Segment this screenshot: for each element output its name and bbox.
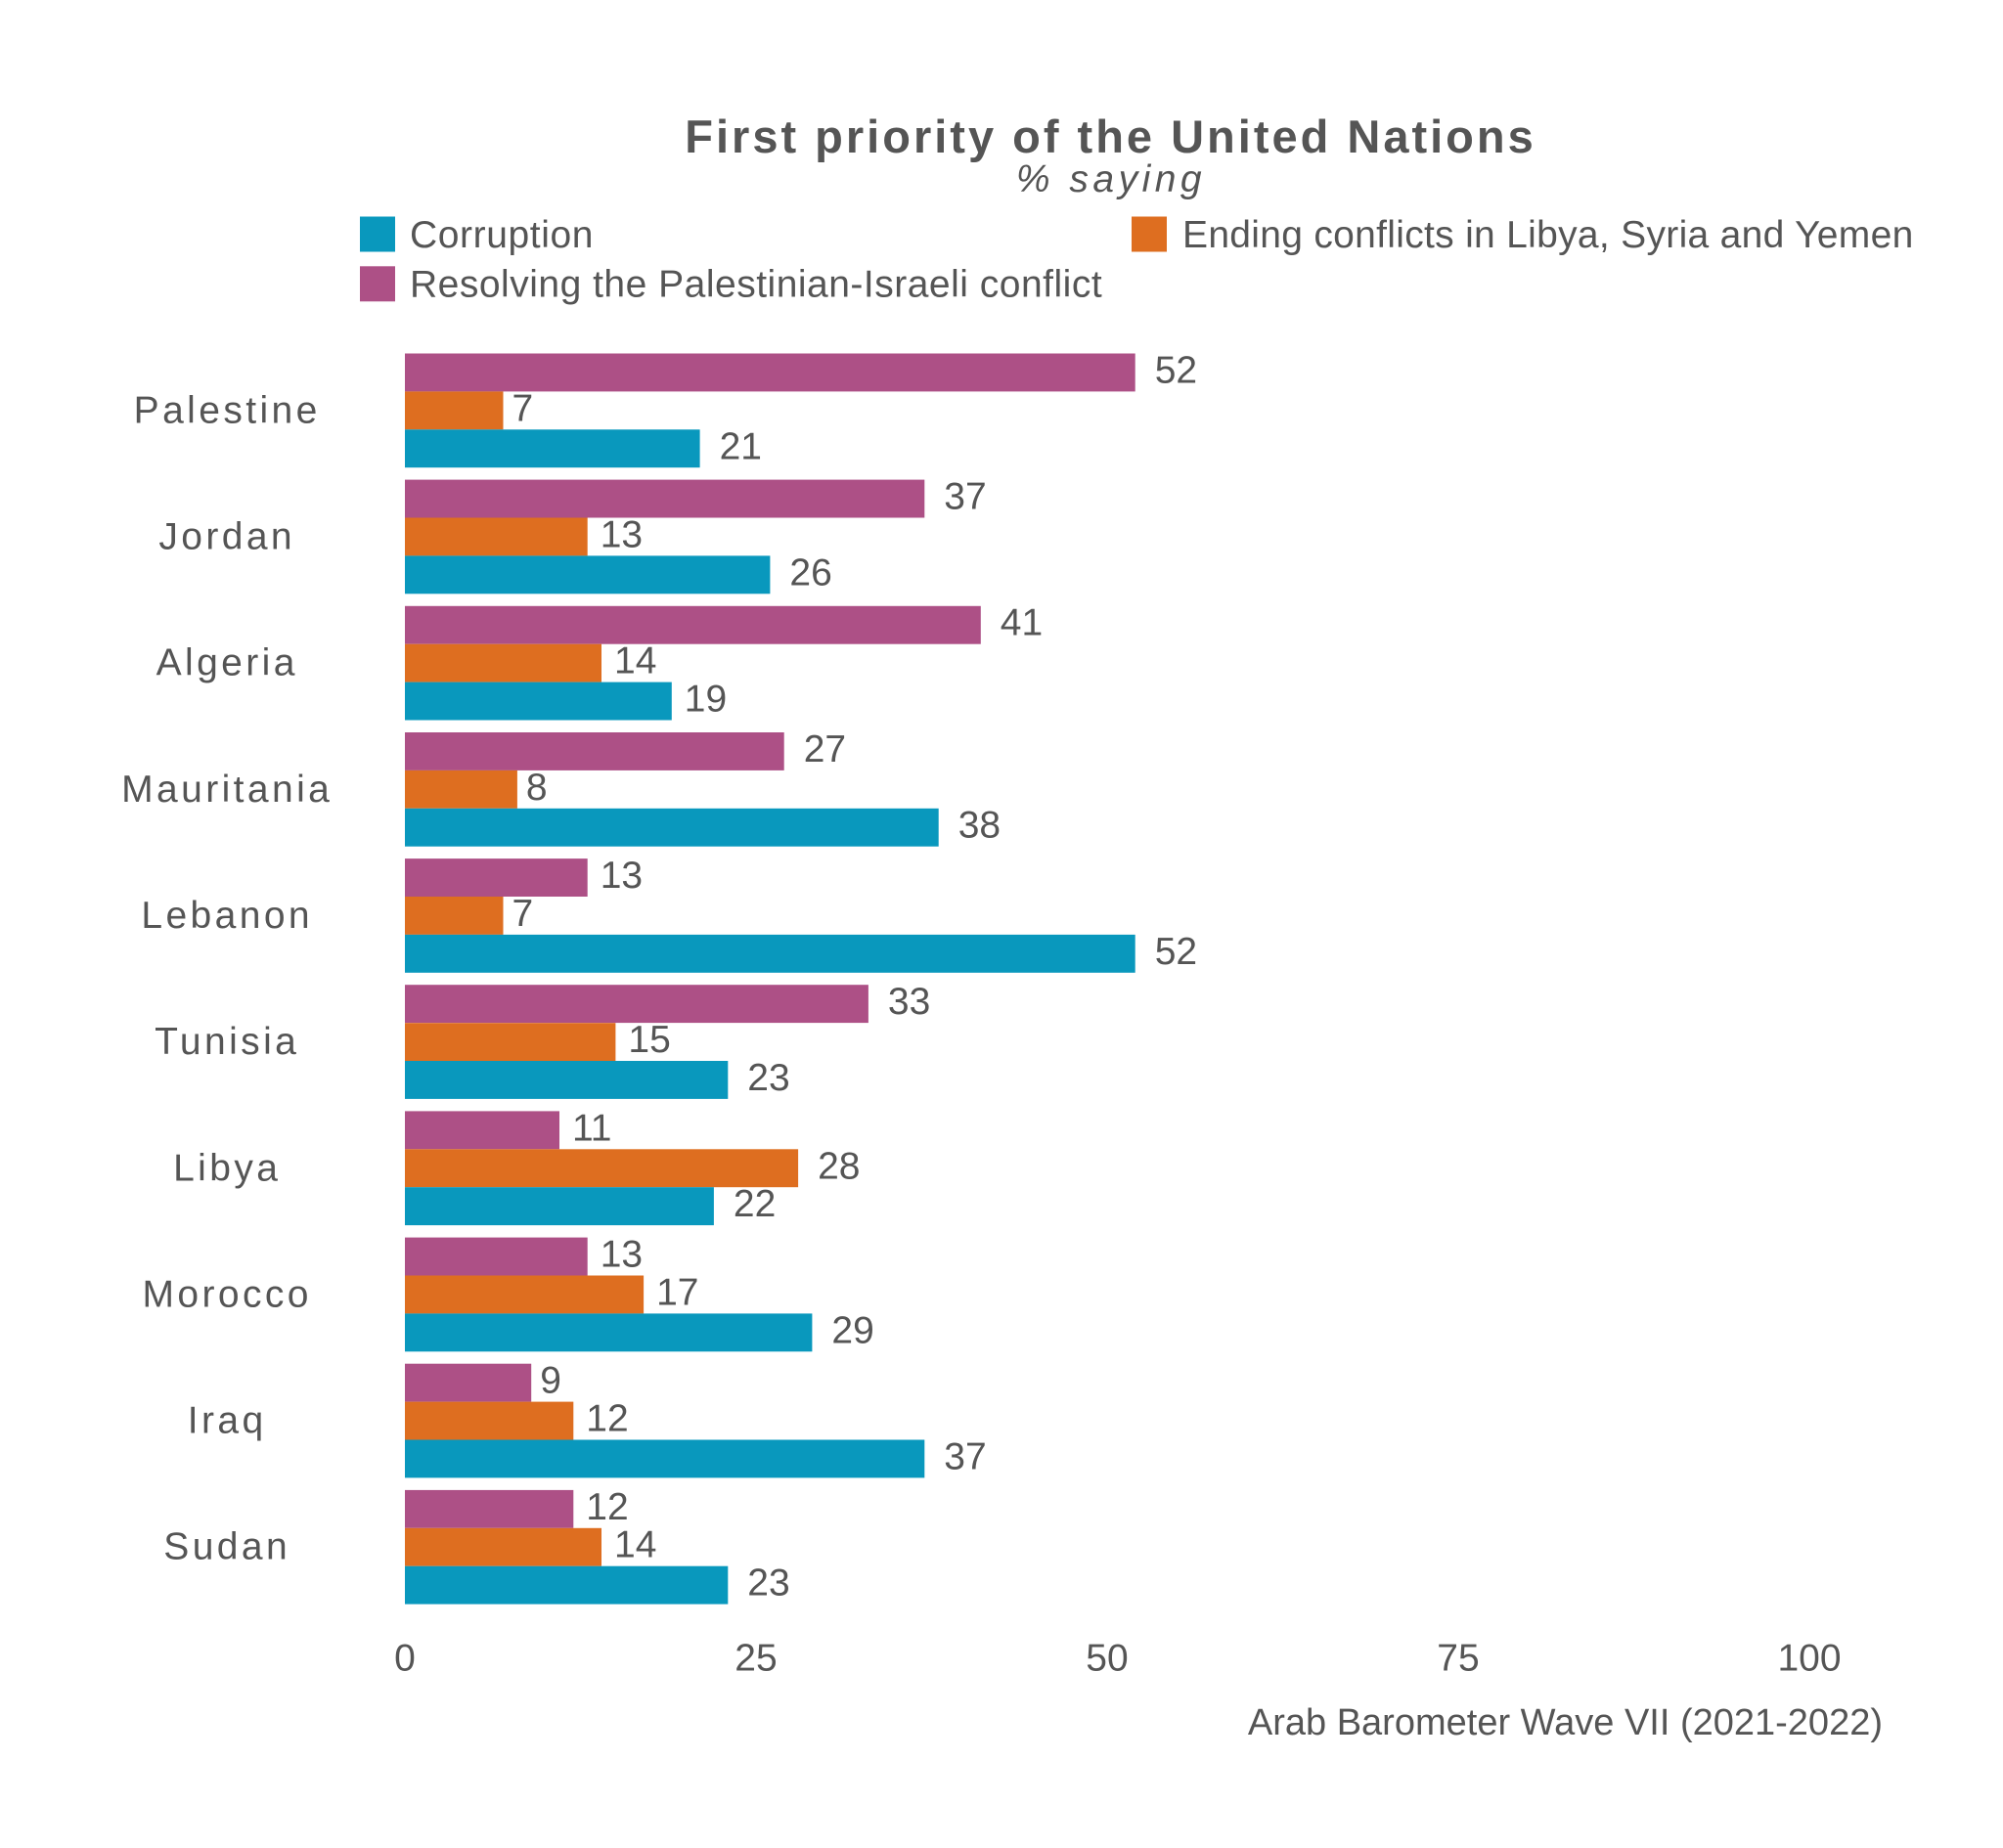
svg-text:Lebanon: Lebanon <box>141 895 313 937</box>
svg-text:33: 33 <box>888 981 930 1023</box>
svg-text:12: 12 <box>586 1398 628 1440</box>
svg-text:13: 13 <box>601 514 643 556</box>
svg-text:14: 14 <box>614 640 656 682</box>
svg-text:Iraq: Iraq <box>188 1400 267 1442</box>
svg-text:15: 15 <box>628 1019 670 1061</box>
svg-text:41: 41 <box>1001 602 1043 644</box>
svg-text:Corruption: Corruption <box>410 214 594 256</box>
svg-text:9: 9 <box>540 1360 561 1402</box>
svg-text:7: 7 <box>512 893 534 935</box>
svg-text:Morocco: Morocco <box>143 1273 312 1315</box>
svg-text:13: 13 <box>601 855 643 897</box>
svg-text:23: 23 <box>747 1562 789 1605</box>
svg-text:Sudan: Sudan <box>163 1526 290 1568</box>
svg-text:25: 25 <box>734 1638 777 1680</box>
svg-text:23: 23 <box>747 1057 789 1099</box>
svg-text:First priority of the United N: First priority of the United Nations <box>685 110 1536 162</box>
svg-text:27: 27 <box>804 728 846 770</box>
svg-text:Jordan: Jordan <box>158 516 295 558</box>
svg-text:0: 0 <box>394 1638 416 1680</box>
svg-text:Libya: Libya <box>173 1147 281 1189</box>
svg-text:22: 22 <box>734 1183 776 1225</box>
svg-text:52: 52 <box>1155 931 1197 973</box>
svg-text:12: 12 <box>586 1486 628 1528</box>
svg-text:% saying: % saying <box>1016 158 1206 200</box>
svg-text:Ending conflicts in Libya, Syr: Ending conflicts in Libya, Syria and Yem… <box>1182 214 1914 256</box>
svg-text:14: 14 <box>614 1524 656 1566</box>
svg-text:28: 28 <box>818 1145 860 1187</box>
svg-text:29: 29 <box>831 1309 873 1351</box>
svg-text:17: 17 <box>656 1271 698 1313</box>
svg-text:Arab Barometer Wave VII (2021-: Arab Barometer Wave VII (2021-2022) <box>1248 1702 1883 1743</box>
svg-text:37: 37 <box>944 476 986 518</box>
svg-text:100: 100 <box>1777 1638 1841 1680</box>
svg-text:13: 13 <box>601 1234 643 1276</box>
svg-text:75: 75 <box>1437 1638 1479 1680</box>
svg-text:52: 52 <box>1155 349 1197 391</box>
svg-text:Algeria: Algeria <box>156 642 298 684</box>
svg-text:Palestine: Palestine <box>134 389 321 431</box>
svg-text:Tunisia: Tunisia <box>155 1021 299 1063</box>
svg-text:26: 26 <box>789 551 831 594</box>
svg-text:11: 11 <box>572 1107 612 1149</box>
svg-text:Resolving the Palestinian-Isra: Resolving the Palestinian-Israeli confli… <box>410 264 1102 306</box>
svg-text:7: 7 <box>512 387 534 429</box>
svg-text:Mauritania: Mauritania <box>121 769 333 811</box>
svg-text:50: 50 <box>1086 1638 1128 1680</box>
svg-text:8: 8 <box>526 767 548 809</box>
svg-text:38: 38 <box>958 805 1001 847</box>
svg-text:19: 19 <box>685 679 727 721</box>
svg-text:37: 37 <box>944 1436 986 1478</box>
svg-text:21: 21 <box>720 425 762 467</box>
